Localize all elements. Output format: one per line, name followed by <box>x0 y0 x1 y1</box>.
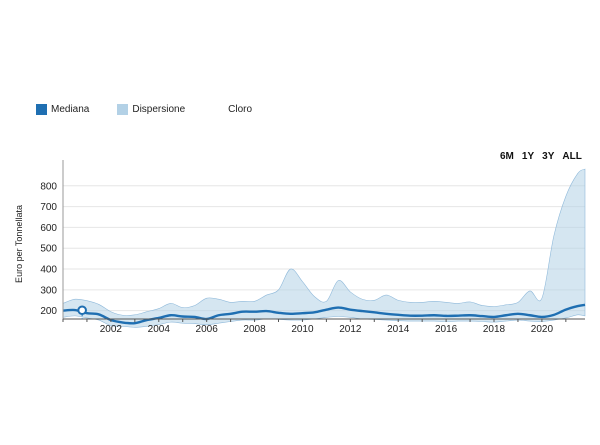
x-tick-label: 2016 <box>435 324 458 335</box>
range-button-3y[interactable]: 3Y <box>542 151 555 162</box>
x-tick-label: 2018 <box>483 324 506 335</box>
legend-item-dispersione[interactable]: Dispersione <box>117 104 185 115</box>
marker-point[interactable] <box>77 305 87 316</box>
y-axis-title: Euro per Tonnellata <box>14 205 24 283</box>
y-tick-label: 400 <box>40 265 57 276</box>
x-tick-label: 2014 <box>387 324 410 335</box>
y-tick-label: 500 <box>40 244 57 255</box>
range-selector: 6M 1Y 3Y ALL <box>500 151 590 162</box>
y-tick-label: 200 <box>40 306 57 317</box>
legend-label-mediana: Mediana <box>51 104 90 115</box>
legend-item-mediana[interactable]: Mediana <box>36 104 89 115</box>
y-axis: 200 300 400 500 600 700 800 <box>40 160 64 319</box>
x-tick-label: 2004 <box>148 324 171 335</box>
legend-item-cloro[interactable]: Cloro <box>213 104 252 115</box>
range-button-6m[interactable]: 6M <box>500 151 514 162</box>
y-tick-label: 700 <box>40 202 57 213</box>
x-tick-label: 2012 <box>339 324 362 335</box>
range-button-all[interactable]: ALL <box>562 151 582 162</box>
x-tick-label: 2006 <box>196 324 219 335</box>
x-axis: 2002 2004 2006 2008 2010 2012 2014 2016 2018 2020 <box>62 318 585 335</box>
x-tick-label: 2002 <box>100 324 123 335</box>
legend-swatch-mediana <box>36 104 47 115</box>
x-tick-label: 2010 <box>291 324 314 335</box>
y-gridlines <box>63 185 585 312</box>
x-tick-label: 2008 <box>243 324 266 335</box>
x-tick-label: 2020 <box>531 324 554 335</box>
legend-swatch-dispersione <box>117 104 129 115</box>
dispersione-band <box>62 168 586 328</box>
y-tick-label: 300 <box>40 285 57 296</box>
legend-label-dispersione: Dispersione <box>132 104 186 115</box>
y-tick-label: 600 <box>40 223 57 234</box>
legend-label-cloro: Cloro <box>228 104 253 115</box>
hover-marker <box>77 305 87 319</box>
y-tick-label: 800 <box>40 181 57 192</box>
legend: Mediana Dispersione Cloro <box>36 104 280 115</box>
range-button-1y[interactable]: 1Y <box>521 151 535 162</box>
